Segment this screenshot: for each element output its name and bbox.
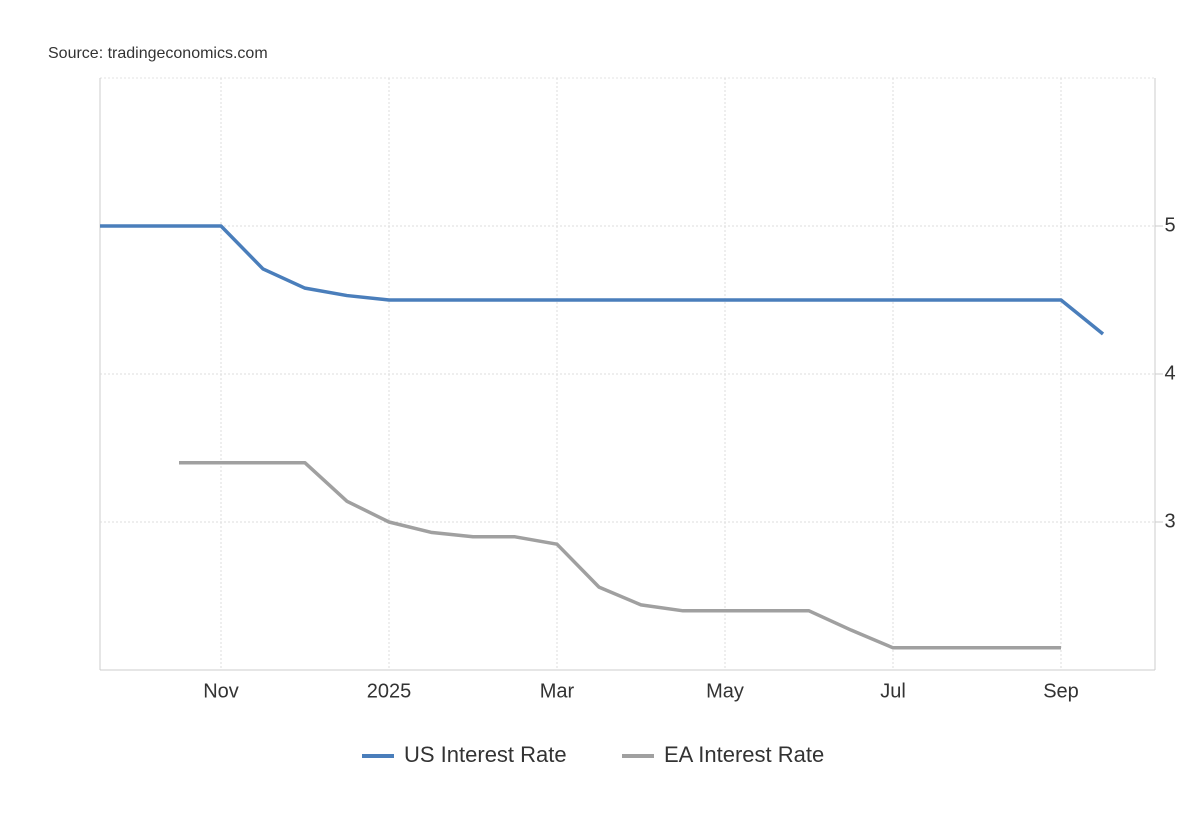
x-tick-label: May <box>706 680 744 702</box>
y-tick-label: 5 <box>1164 214 1175 236</box>
plot-area <box>100 224 1105 650</box>
legend-label: US Interest Rate <box>404 742 567 767</box>
x-tick-label: Nov <box>203 680 239 702</box>
y-tick-label: 3 <box>1164 510 1175 532</box>
series-line <box>100 224 1105 336</box>
x-tick-label: 2025 <box>367 680 412 702</box>
x-tick-label: Jul <box>880 680 906 702</box>
series-line <box>179 461 1061 650</box>
source: Source: tradingeconomics.com <box>48 45 268 62</box>
y-tick-label: 4 <box>1164 362 1175 384</box>
x-tick-label: Mar <box>540 680 575 702</box>
x-tick-label: Sep <box>1043 680 1079 702</box>
legend-label: EA Interest Rate <box>664 742 824 767</box>
